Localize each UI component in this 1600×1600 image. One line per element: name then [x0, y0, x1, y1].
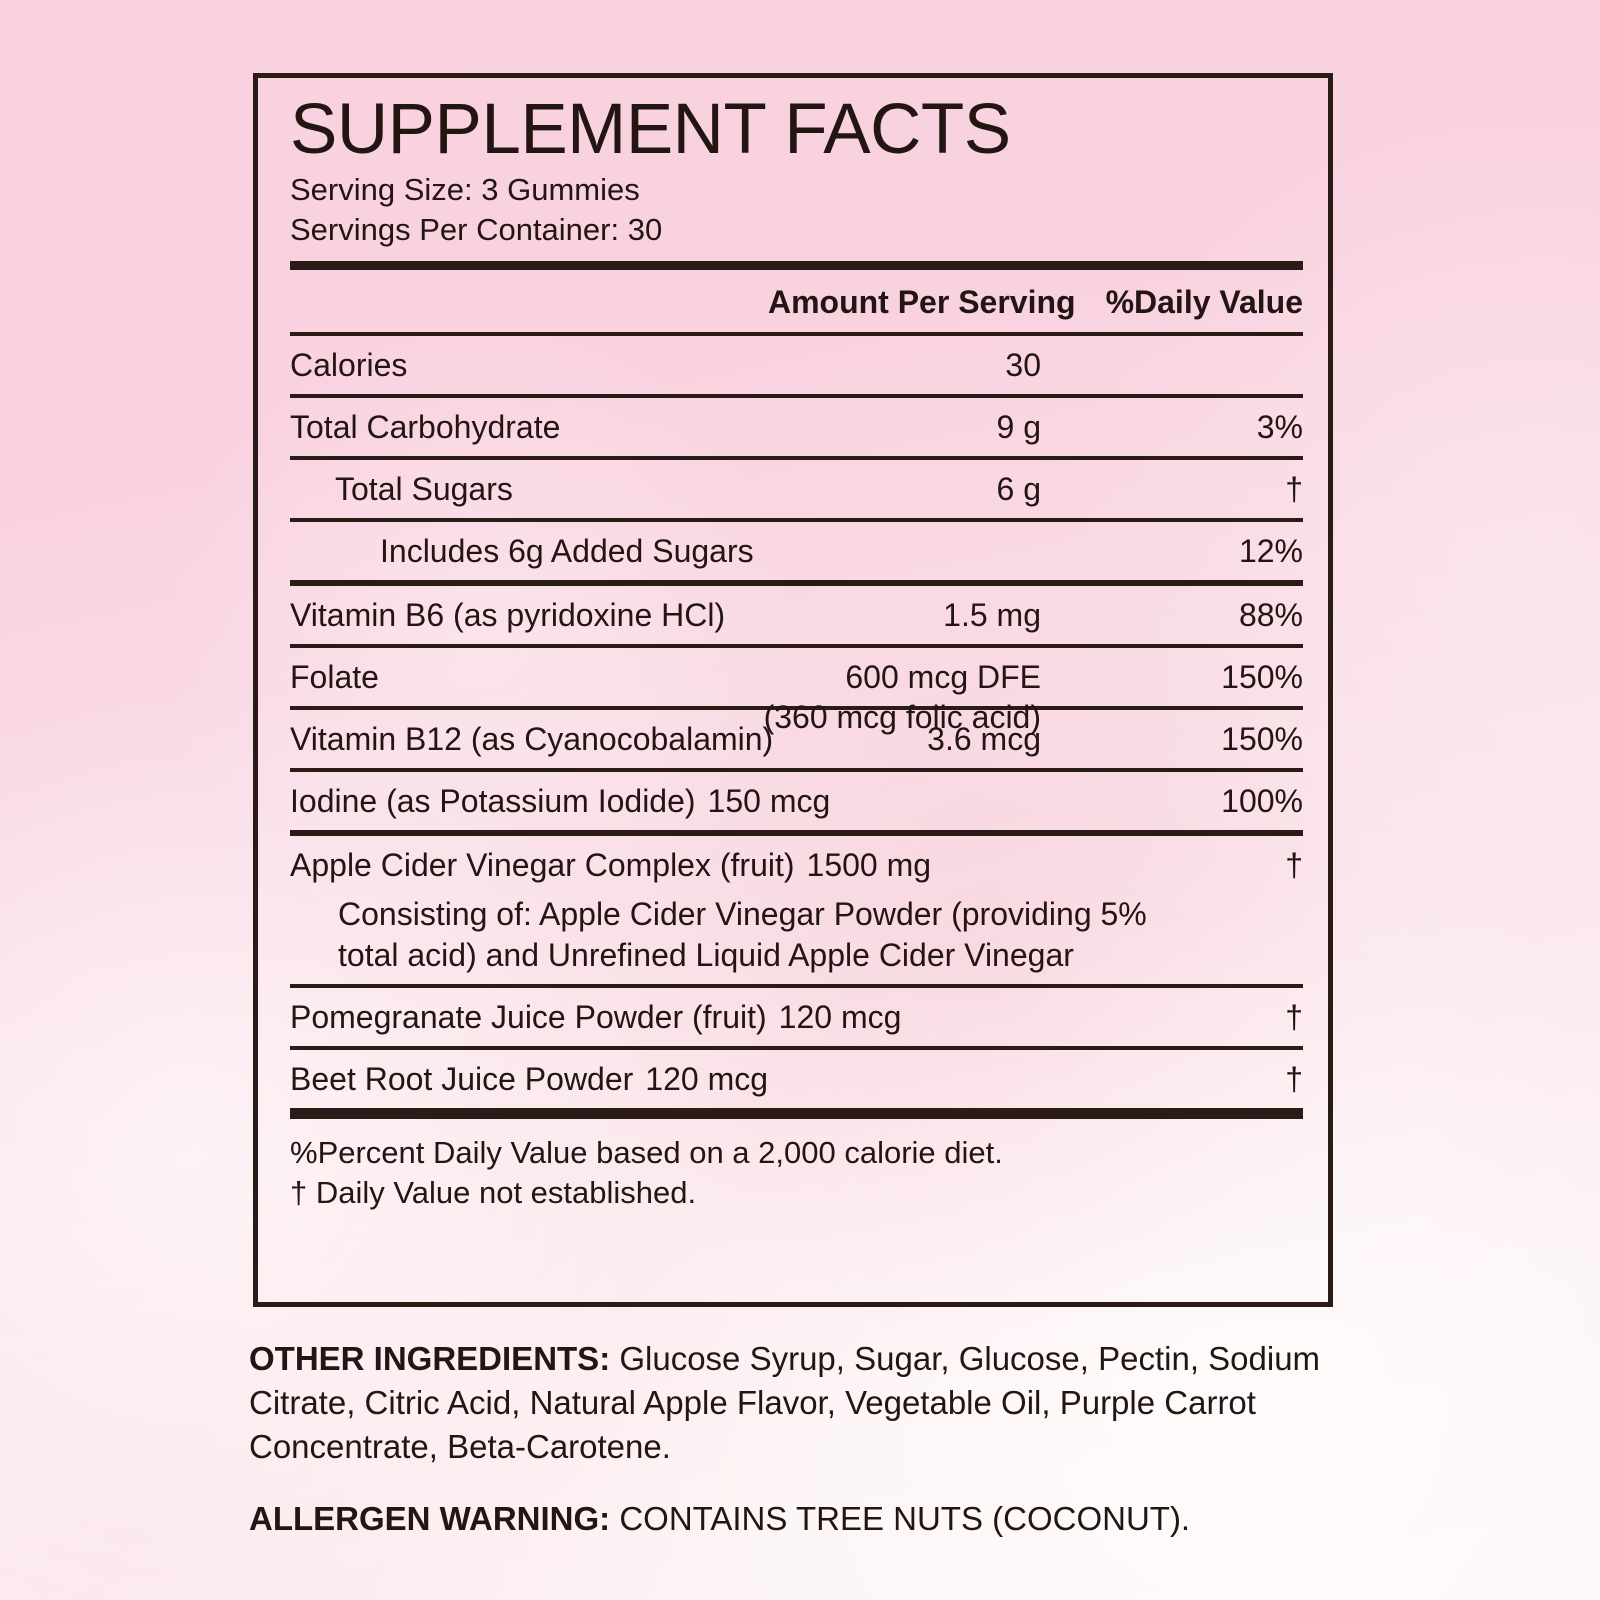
row-amount: 6 g	[996, 471, 1041, 507]
table-row: Beet Root Juice Powder 120 mcg †	[290, 1050, 1303, 1108]
row-divider	[290, 830, 1303, 836]
row-amount: 1.5 mg	[943, 597, 1041, 633]
row-divider	[290, 706, 1303, 710]
allergen-warning-label: ALLERGEN WARNING:	[249, 1500, 611, 1537]
row-amount: 600 mcg DFE (360 mcg folic acid)	[764, 657, 1041, 737]
other-ingredients-label: OTHER INGREDIENTS:	[249, 1340, 611, 1377]
row-amount: 150 mcg	[707, 783, 831, 819]
allergen-warning-block: ALLERGEN WARNING: CONTAINS TREE NUTS (CO…	[249, 1497, 1379, 1541]
row-name: Pomegranate Juice Powder (fruit)	[290, 999, 767, 1035]
row-name: Iodine (as Potassium Iodide)	[290, 783, 696, 819]
footnotes: %Percent Daily Value based on a 2,000 ca…	[290, 1119, 1303, 1213]
row-amount-line2: (360 mcg folic acid)	[763, 699, 1041, 735]
row-divider	[290, 644, 1303, 648]
row-amount: 120 mcg	[778, 999, 902, 1035]
row-divider	[290, 456, 1303, 460]
row-divider	[290, 1046, 1303, 1050]
row-daily-value: †	[1285, 847, 1303, 883]
row-daily-value: 88%	[1238, 597, 1303, 633]
row-divider	[290, 394, 1303, 398]
footnote-dagger: † Daily Value not established.	[290, 1175, 697, 1210]
row-name: Calories	[290, 347, 408, 383]
row-name: Beet Root Juice Powder	[290, 1061, 634, 1097]
servings-per-container-text: Servings Per Container: 30	[290, 212, 663, 247]
row-divider	[290, 984, 1303, 988]
table-row: Vitamin B12 (as Cyanocobalamin) 3.6 mcg 15…	[290, 710, 1303, 768]
table-row: Folate 600 mcg DFE (360 mcg folic acid) 150…	[290, 648, 1303, 735]
row-divider	[290, 332, 1303, 336]
row-daily-value: †	[1285, 471, 1303, 507]
other-ingredients-block: OTHER INGREDIENTS: Glucose Syrup, Sugar,…	[249, 1337, 1369, 1469]
row-daily-value: 150%	[1221, 721, 1303, 757]
row-daily-value: 3%	[1256, 409, 1303, 445]
table-row: Total Carbohydrate 9 g 3%	[290, 398, 1303, 456]
rule-below-servings	[290, 261, 1303, 270]
rule-above-footnotes	[290, 1108, 1303, 1119]
table-column-headers: Amount Per Serving %Daily Value	[290, 270, 1303, 332]
serving-size-text: Serving Size: 3 Gummies	[290, 172, 640, 207]
table-row: Calories 30	[290, 336, 1303, 394]
row-sub-lines: Consisting of: Apple Cider Vinegar Powde…	[290, 894, 1303, 984]
table-row: Iodine (as Potassium Iodide) 150 mcg 100%	[290, 772, 1303, 830]
row-divider	[290, 518, 1303, 522]
row-name: Vitamin B12 (as Cyanocobalamin)	[290, 721, 774, 757]
row-sub-line: Consisting of: Apple Cider Vinegar Powde…	[338, 896, 1147, 932]
row-name: Apple Cider Vinegar Complex (fruit)	[290, 847, 795, 883]
row-amount: 30	[1005, 347, 1041, 383]
nutrition-rows: Calories 30 Total Carbohydrate 9 g 3% Total S…	[290, 332, 1303, 1119]
row-daily-value: 12%	[1238, 533, 1303, 569]
row-divider	[290, 768, 1303, 772]
header-amount-per-serving: Amount Per Serving	[767, 284, 1076, 320]
row-divider	[290, 580, 1303, 586]
page-title: SUPPLEMENT FACTS	[290, 90, 1011, 169]
row-daily-value: 150%	[1221, 659, 1303, 695]
table-row: Apple Cider Vinegar Complex (fruit) 1500 …	[290, 836, 1303, 894]
row-amount: 1500 mg	[806, 847, 932, 883]
other-ingredients-text: Glucose Syrup, Sugar, Glucose, Pectin, S…	[249, 1340, 1321, 1465]
row-amount: 120 mcg	[645, 1061, 769, 1097]
table-row: Pomegranate Juice Powder (fruit) 120 mcg †	[290, 988, 1303, 1046]
row-daily-value: †	[1285, 999, 1303, 1035]
table-row: Total Sugars 6 g †	[290, 460, 1303, 518]
header-daily-value: %Daily Value	[1105, 284, 1303, 320]
row-sub-line: total acid) and Unrefined Liquid Apple C…	[338, 937, 1074, 973]
row-name: Total Carbohydrate	[290, 409, 561, 445]
row-name: Folate	[290, 659, 379, 695]
row-amount: 9 g	[996, 409, 1041, 445]
supplement-facts-panel: SUPPLEMENT FACTS Serving Size: 3 Gummies…	[253, 73, 1333, 1307]
footnote-percent-daily-value: %Percent Daily Value based on a 2,000 ca…	[290, 1135, 1003, 1170]
table-row: Includes 6g Added Sugars 12%	[290, 522, 1303, 580]
row-amount-line1: 600 mcg DFE	[845, 659, 1041, 695]
row-name: Includes 6g Added Sugars	[380, 533, 754, 569]
row-name: Vitamin B6 (as pyridoxine HCl)	[290, 597, 726, 633]
table-row: Vitamin B6 (as pyridoxine HCl) 1.5 mg 88%	[290, 586, 1303, 644]
row-daily-value: 100%	[1221, 783, 1303, 819]
allergen-warning-text: CONTAINS TREE NUTS (COCONUT).	[610, 1500, 1191, 1537]
row-daily-value: †	[1285, 1061, 1303, 1097]
row-amount: 3.6 mcg	[927, 721, 1041, 757]
row-name: Total Sugars	[335, 471, 513, 507]
